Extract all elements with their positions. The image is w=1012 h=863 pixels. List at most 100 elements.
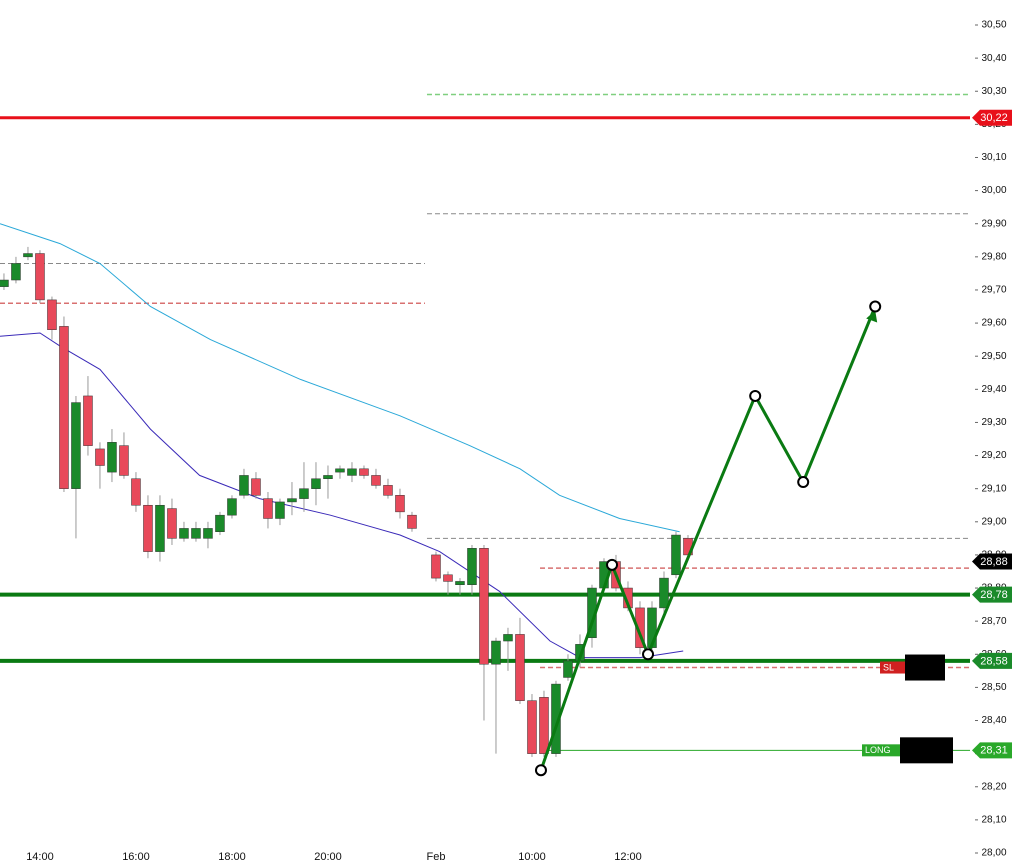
- price-tag: [972, 652, 1012, 669]
- y-tick-label: 29,50: [981, 351, 1006, 362]
- x-tick-label: 18:00: [218, 851, 246, 863]
- candle-body: [239, 475, 249, 496]
- y-tick-label: 29,90: [981, 218, 1006, 229]
- price-tag-label: 28,58: [980, 655, 1008, 667]
- candle-body: [227, 498, 237, 516]
- y-tick-label: 30,30: [981, 86, 1006, 97]
- candle-body: [383, 485, 393, 496]
- candle-body: [107, 442, 117, 473]
- candle-body: [479, 548, 489, 665]
- candle-body: [35, 253, 45, 301]
- order-tag: [880, 661, 905, 674]
- candle-body: [431, 554, 441, 579]
- candle-body: [215, 514, 225, 532]
- order-tag-label: SL: [883, 662, 894, 672]
- candle-body: [71, 402, 81, 489]
- candle-body: [131, 478, 141, 506]
- x-tick-label: 20:00: [314, 851, 342, 863]
- candle-body: [515, 634, 525, 701]
- projection-point: [797, 476, 810, 489]
- candle-body: [263, 498, 273, 519]
- candle-body: [335, 468, 345, 473]
- candle-body: [467, 548, 477, 585]
- y-tick-label: 29,60: [981, 318, 1006, 329]
- candle-body: [395, 495, 405, 513]
- candle-body: [299, 488, 309, 499]
- y-tick-label: 28,40: [981, 715, 1006, 726]
- price-tag-label: 28,31: [980, 745, 1008, 757]
- projection-point: [869, 300, 882, 313]
- projection-point: [534, 764, 547, 777]
- projection-arrowhead: [866, 310, 878, 323]
- candle-body: [23, 253, 33, 258]
- price-tag: [972, 742, 1012, 759]
- x-tick-label: Feb: [426, 851, 445, 863]
- candle-body: [179, 528, 189, 539]
- candle-body: [503, 634, 513, 642]
- candle-body: [203, 528, 213, 539]
- order-box: [905, 654, 945, 681]
- candle-body: [275, 501, 285, 519]
- candle-body: [11, 263, 21, 281]
- candle-body: [371, 475, 381, 486]
- y-tick-label: 28,50: [981, 682, 1006, 693]
- candle-body: [287, 498, 297, 503]
- y-tick-label: 30,50: [981, 20, 1006, 31]
- order-box: [900, 737, 953, 764]
- candle-body: [143, 504, 153, 552]
- y-tick-label: 29,40: [981, 384, 1006, 395]
- candle-body: [251, 478, 261, 496]
- y-tick-label: 29,70: [981, 285, 1006, 296]
- price-tag-label: 28,78: [980, 589, 1008, 601]
- candle-body: [527, 700, 537, 754]
- candle-body: [359, 468, 369, 476]
- candle-body: [347, 468, 357, 476]
- x-tick-label: 12:00: [614, 851, 642, 863]
- price-tag-label: 30,22: [980, 112, 1008, 124]
- candle-body: [95, 448, 105, 466]
- y-tick-label: 29,80: [981, 251, 1006, 262]
- candle-body: [407, 514, 417, 529]
- candle-body: [0, 279, 9, 287]
- order-tag: [862, 744, 900, 757]
- candle-body: [323, 475, 333, 479]
- projection-line: [539, 305, 877, 771]
- candle-body: [191, 528, 201, 539]
- candle-body: [563, 660, 573, 678]
- candle-body: [167, 508, 177, 539]
- x-tick-label: 16:00: [122, 851, 150, 863]
- candle-body: [311, 478, 321, 489]
- x-tick-label: 10:00: [518, 851, 546, 863]
- projection-point: [642, 648, 655, 661]
- y-tick-label: 28,20: [981, 781, 1006, 792]
- candle-body: [551, 683, 561, 754]
- moving-average: [0, 223, 680, 533]
- y-tick-label: 28,10: [981, 815, 1006, 826]
- y-tick-label: 28,70: [981, 616, 1006, 627]
- projection-point: [749, 389, 762, 402]
- y-tick-label: 30,10: [981, 152, 1006, 163]
- y-tick-label: 29,30: [981, 417, 1006, 428]
- price-tag: [972, 109, 1012, 126]
- candle-body: [59, 326, 69, 489]
- candle-body: [491, 640, 501, 665]
- candle-body: [119, 445, 129, 476]
- y-tick-label: 29,10: [981, 483, 1006, 494]
- y-axis-area: [975, 0, 1012, 863]
- candle-body: [155, 504, 165, 552]
- candle-body: [83, 395, 93, 446]
- candle-body: [443, 574, 453, 582]
- candle-body: [455, 581, 465, 585]
- y-tick-label: 29,00: [981, 516, 1006, 527]
- candle-body: [47, 299, 57, 330]
- y-tick-label: 28,00: [981, 848, 1006, 859]
- moving-average: [0, 332, 684, 659]
- candle-body: [671, 534, 681, 576]
- projection-point: [606, 558, 619, 571]
- x-tick-label: 14:00: [26, 851, 54, 863]
- candle-body: [539, 697, 549, 754]
- price-tag: [972, 586, 1012, 603]
- candle-body: [659, 577, 669, 609]
- candle-body: [635, 607, 645, 648]
